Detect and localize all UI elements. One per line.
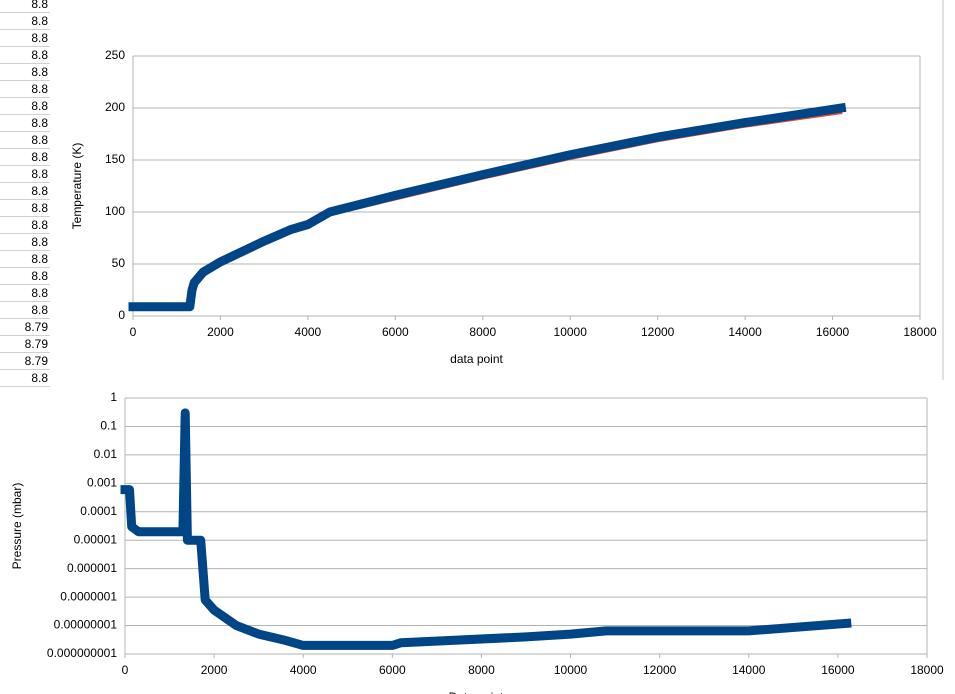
- data-series: [120, 408, 852, 650]
- cell[interactable]: 8.8: [0, 81, 50, 98]
- x-tick-label: 18000: [910, 663, 944, 677]
- y-tick-label: 250: [105, 48, 125, 62]
- cell[interactable]: 8.8: [0, 13, 50, 30]
- data-series: [132, 112, 843, 308]
- cell[interactable]: 8.79: [0, 336, 50, 353]
- x-tick-label: 4000: [295, 325, 322, 339]
- cell[interactable]: 8.8: [0, 30, 50, 47]
- cell[interactable]: 8.8: [0, 268, 50, 285]
- cell[interactable]: 8.8: [0, 166, 50, 183]
- y-tick-label: 0.000000001: [47, 646, 117, 660]
- cell[interactable]: 8.8: [0, 149, 50, 166]
- x-tick-label: 6000: [382, 325, 409, 339]
- x-tick-label: 10000: [554, 663, 588, 677]
- y-axis-label: Temperature (K): [70, 143, 84, 230]
- y-tick-label: 0.00000001: [54, 618, 118, 632]
- cell[interactable]: 8.8: [0, 47, 50, 64]
- cell[interactable]: 8.8: [0, 200, 50, 217]
- y-tick-label: 100: [105, 204, 125, 218]
- y-tick-label: 0: [118, 308, 125, 322]
- cell[interactable]: 8.8: [0, 0, 50, 13]
- x-tick-label: 4000: [290, 663, 317, 677]
- x-axis-label: Data point: [449, 690, 504, 694]
- x-tick-label: 16000: [821, 663, 855, 677]
- x-tick-label: 0: [122, 663, 129, 677]
- y-tick-label: 50: [112, 256, 126, 270]
- y-tick-label: 150: [105, 152, 125, 166]
- x-tick-label: 14000: [728, 325, 762, 339]
- x-tick-label: 2000: [207, 325, 234, 339]
- cell[interactable]: 8.79: [0, 319, 50, 336]
- x-tick-label: 12000: [641, 325, 675, 339]
- cell[interactable]: 8.8: [0, 370, 50, 387]
- cell[interactable]: 8.8: [0, 251, 50, 268]
- y-tick-label: 0.000001: [67, 561, 117, 575]
- x-tick-label: 8000: [468, 663, 495, 677]
- cell[interactable]: 8.8: [0, 234, 50, 251]
- x-tick-label: 16000: [816, 325, 850, 339]
- x-tick-label: 0: [130, 325, 137, 339]
- y-tick-label: 200: [105, 100, 125, 114]
- cell[interactable]: 8.8: [0, 302, 50, 319]
- cell[interactable]: 8.8: [0, 115, 50, 132]
- x-tick-label: 10000: [554, 325, 588, 339]
- cell[interactable]: 8.8: [0, 132, 50, 149]
- y-tick-label: 0.0000001: [60, 589, 117, 603]
- cell[interactable]: 8.8: [0, 64, 50, 81]
- y-tick-label: 0.01: [94, 447, 118, 461]
- y-tick-label: 0.0001: [80, 504, 117, 518]
- y-tick-label: 0.001: [87, 476, 117, 490]
- x-axis-label: data point: [450, 352, 503, 366]
- x-tick-label: 18000: [903, 325, 937, 339]
- data-series: [128, 102, 847, 312]
- y-axis-label: Pressure (mbar): [10, 483, 24, 570]
- y-tick-label: 1: [110, 390, 117, 404]
- x-tick-label: 12000: [643, 663, 677, 677]
- x-tick-label: 6000: [379, 663, 406, 677]
- cell[interactable]: 8.8: [0, 98, 50, 115]
- y-tick-label: 0.1: [100, 419, 117, 433]
- x-tick-label: 8000: [469, 325, 496, 339]
- x-tick-label: 2000: [201, 663, 228, 677]
- cell[interactable]: 8.79: [0, 353, 50, 370]
- cell[interactable]: 8.8: [0, 285, 50, 302]
- cell[interactable]: 8.8: [0, 183, 50, 200]
- cell[interactable]: 8.8: [0, 217, 50, 234]
- x-tick-label: 14000: [732, 663, 766, 677]
- y-tick-label: 0.00001: [74, 532, 118, 546]
